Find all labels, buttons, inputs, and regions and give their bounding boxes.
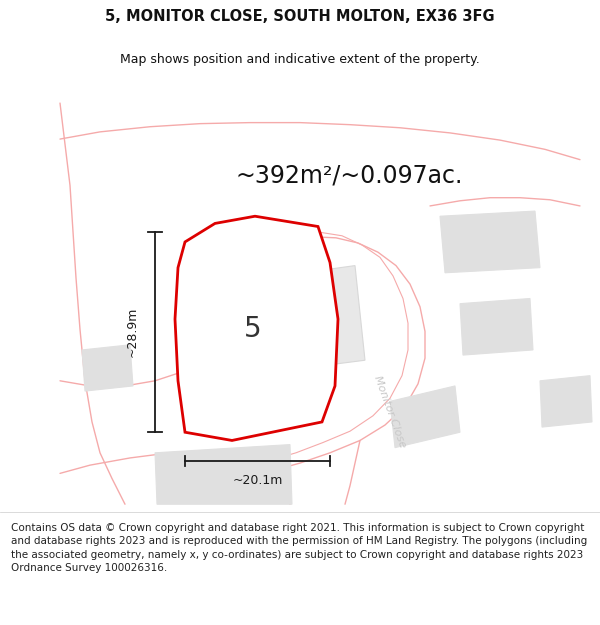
Text: ~20.1m: ~20.1m xyxy=(232,474,283,487)
Polygon shape xyxy=(390,386,460,448)
Text: ~28.9m: ~28.9m xyxy=(126,307,139,357)
Text: ~392m²/~0.097ac.: ~392m²/~0.097ac. xyxy=(235,163,463,187)
Polygon shape xyxy=(460,299,533,355)
Polygon shape xyxy=(230,266,365,376)
Text: 5: 5 xyxy=(244,316,262,343)
Text: Map shows position and indicative extent of the property.: Map shows position and indicative extent… xyxy=(120,53,480,66)
Polygon shape xyxy=(82,345,133,391)
Text: Contains OS data © Crown copyright and database right 2021. This information is : Contains OS data © Crown copyright and d… xyxy=(11,523,587,573)
Polygon shape xyxy=(440,211,540,272)
Polygon shape xyxy=(175,216,338,441)
Text: 5, MONITOR CLOSE, SOUTH MOLTON, EX36 3FG: 5, MONITOR CLOSE, SOUTH MOLTON, EX36 3FG xyxy=(105,9,495,24)
Polygon shape xyxy=(540,376,592,427)
Polygon shape xyxy=(155,444,292,504)
Text: Monitor Close: Monitor Close xyxy=(373,374,407,449)
